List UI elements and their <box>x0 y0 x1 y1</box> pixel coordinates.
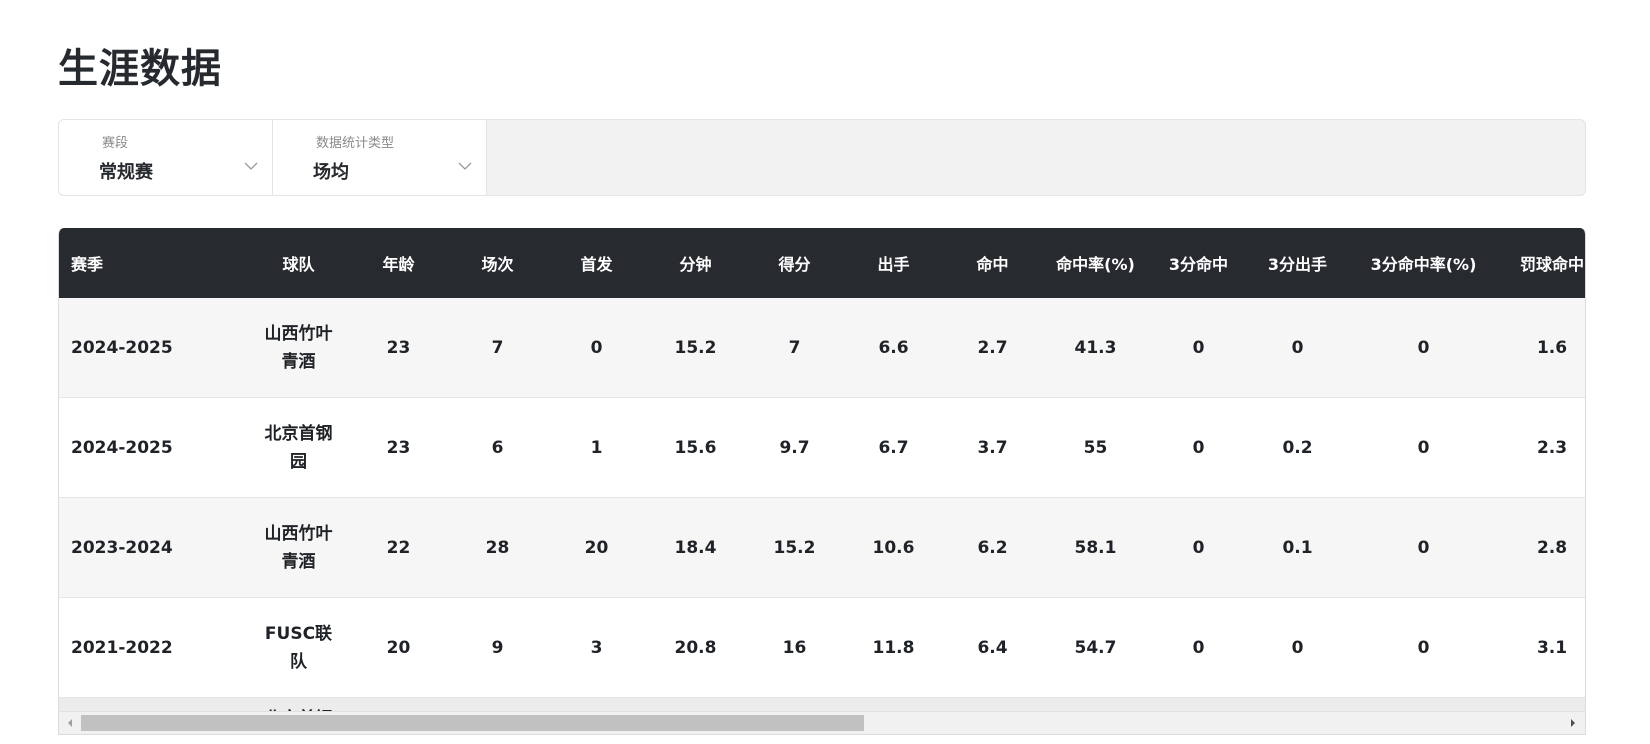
table-cell: 2024-2025 <box>59 298 248 398</box>
table-cell: 55 <box>1042 397 1149 498</box>
column-header: 命中率(%) <box>1042 228 1149 298</box>
table-cell: 20.8 <box>646 597 745 698</box>
table-cell: 0 <box>1347 397 1500 498</box>
table-cell: 41.3 <box>1042 298 1149 398</box>
stats-table: 赛季 球队 年龄 场次 首发 分钟 得分 出手 命中 命中率(%) 3分命中 3分出手 3分命中率(%)… <box>59 228 1585 734</box>
table-cell: 0.1 <box>1248 497 1347 598</box>
table-cell: 2.8 <box>1500 497 1585 598</box>
horizontal-scrollbar[interactable] <box>59 711 1585 734</box>
table-cell: 北京首钢园 <box>248 397 349 498</box>
table-cell: 23 <box>349 298 448 398</box>
column-header: 年龄 <box>349 228 448 298</box>
table-cell: 2.7 <box>943 298 1042 398</box>
table-cell: 15.6 <box>646 397 745 498</box>
column-header: 3分命中率(%) <box>1347 228 1500 298</box>
table-cell: 10.6 <box>844 497 943 598</box>
table-cell: 58.1 <box>1042 497 1149 598</box>
table-cell: 16 <box>745 597 844 698</box>
table-cell: 9 <box>448 597 547 698</box>
table-cell: 1.6 <box>1500 298 1585 398</box>
table-cell: FUSC联队 <box>248 597 349 698</box>
table-cell: 2024-2025 <box>59 397 248 498</box>
column-header: 出手 <box>844 228 943 298</box>
table-cell: 山西竹叶青酒 <box>248 298 349 398</box>
scroll-arrows <box>68 719 1575 727</box>
table-cell: 0 <box>1149 597 1248 698</box>
table-cell: 23 <box>349 397 448 498</box>
column-header: 得分 <box>745 228 844 298</box>
column-header: 3分命中 <box>1149 228 1248 298</box>
table-cell: 0 <box>1347 497 1500 598</box>
header-row: 赛季 球队 年龄 场次 首发 分钟 得分 出手 命中 命中率(%) 3分命中 3分出手 3分命中率(%)… <box>59 228 1585 298</box>
table-cell: 0 <box>547 298 646 398</box>
table-cell: 0 <box>1149 298 1248 398</box>
filter-value: 常规赛 <box>99 162 153 183</box>
table-cell: 0 <box>1347 298 1500 398</box>
table-cell: 1 <box>547 397 646 498</box>
table-cell: 0.2 <box>1248 397 1347 498</box>
table-cell: 11.8 <box>844 597 943 698</box>
season-row: 2024-2025 北京首钢园 23 6 1 15.6 9.7 6.7 3.7 55 0 0.2 0 2.… <box>59 397 1585 498</box>
table-cell: 3 <box>547 597 646 698</box>
column-header: 首发 <box>547 228 646 298</box>
table-cell: 7 <box>448 298 547 398</box>
table-cell: 0 <box>1248 298 1347 398</box>
table-cell: 0 <box>1149 397 1248 498</box>
table-cell: 6.2 <box>943 497 1042 598</box>
column-header: 场次 <box>448 228 547 298</box>
table-cell: 20 <box>547 497 646 598</box>
table-cell: 15.2 <box>745 497 844 598</box>
table-cell: 6.7 <box>844 397 943 498</box>
column-header: 罚球命中 <box>1500 228 1585 298</box>
season-row: 2023-2024 山西竹叶青酒 22 28 20 18.4 15.2 10.6 6.2 58.1… <box>59 497 1585 598</box>
table-cell: 6 <box>448 397 547 498</box>
table-cell: 28 <box>448 497 547 598</box>
column-header: 3分出手 <box>1248 228 1347 298</box>
stats-table-container: 赛季 球队 年龄 场次 首发 分钟 得分 出手 命中 命中率(%) 3分命中 3分出手 3分命中率(%)… <box>58 228 1586 735</box>
table-cell: 0 <box>1347 597 1500 698</box>
table-cell: 3.1 <box>1500 597 1585 698</box>
filter-label: 赛段 <box>102 136 129 151</box>
table-cell: 54.7 <box>1042 597 1149 698</box>
scroll-left-arrow[interactable] <box>68 719 72 727</box>
scroll-thumb[interactable] <box>81 715 864 731</box>
table-cell: 9.7 <box>745 397 844 498</box>
filter-label: 数据统计类型 <box>316 136 395 151</box>
filter-dropdown[interactable]: 赛段 常规赛 <box>59 120 273 195</box>
page-title: 生涯数据 <box>58 46 222 92</box>
table-cell: 6.4 <box>943 597 1042 698</box>
column-header: 赛季 <box>59 228 248 298</box>
scroll-right-arrow[interactable] <box>1571 719 1575 727</box>
table-cell: 6.6 <box>844 298 943 398</box>
table-cell: 2023-2024 <box>59 497 248 598</box>
column-header: 命中 <box>943 228 1042 298</box>
column-header: 分钟 <box>646 228 745 298</box>
table-cell: 0 <box>1248 597 1347 698</box>
filter-bar: 赛段 常规赛 数据统计类型 场均 <box>58 119 1586 196</box>
table-cell: 山西竹叶青酒 <box>248 497 349 598</box>
column-header: 球队 <box>248 228 349 298</box>
table-cell: 20 <box>349 597 448 698</box>
season-row: 2024-2025 山西竹叶青酒 23 7 0 15.2 7 6.6 2.7 41.3 0 0 0 1.6 <box>59 298 1585 398</box>
table-cell: 3.7 <box>943 397 1042 498</box>
season-row: 2021-2022 FUSC联队 20 9 3 20.8 16 11.8 6.4 54.7 0 0 0 3… <box>59 597 1585 698</box>
table-cell: 18.4 <box>646 497 745 598</box>
table-cell: 15.2 <box>646 298 745 398</box>
table-cell: 2.3 <box>1500 397 1585 498</box>
table-cell: 2021-2022 <box>59 597 248 698</box>
table-cell: 7 <box>745 298 844 398</box>
filter-value: 场均 <box>313 162 349 183</box>
table-cell: 22 <box>349 497 448 598</box>
table-cell: 0 <box>1149 497 1248 598</box>
dropdown-chevron <box>458 162 472 170</box>
dropdown-chevron <box>244 162 258 170</box>
filter-dropdown[interactable]: 数据统计类型 场均 <box>273 120 487 195</box>
